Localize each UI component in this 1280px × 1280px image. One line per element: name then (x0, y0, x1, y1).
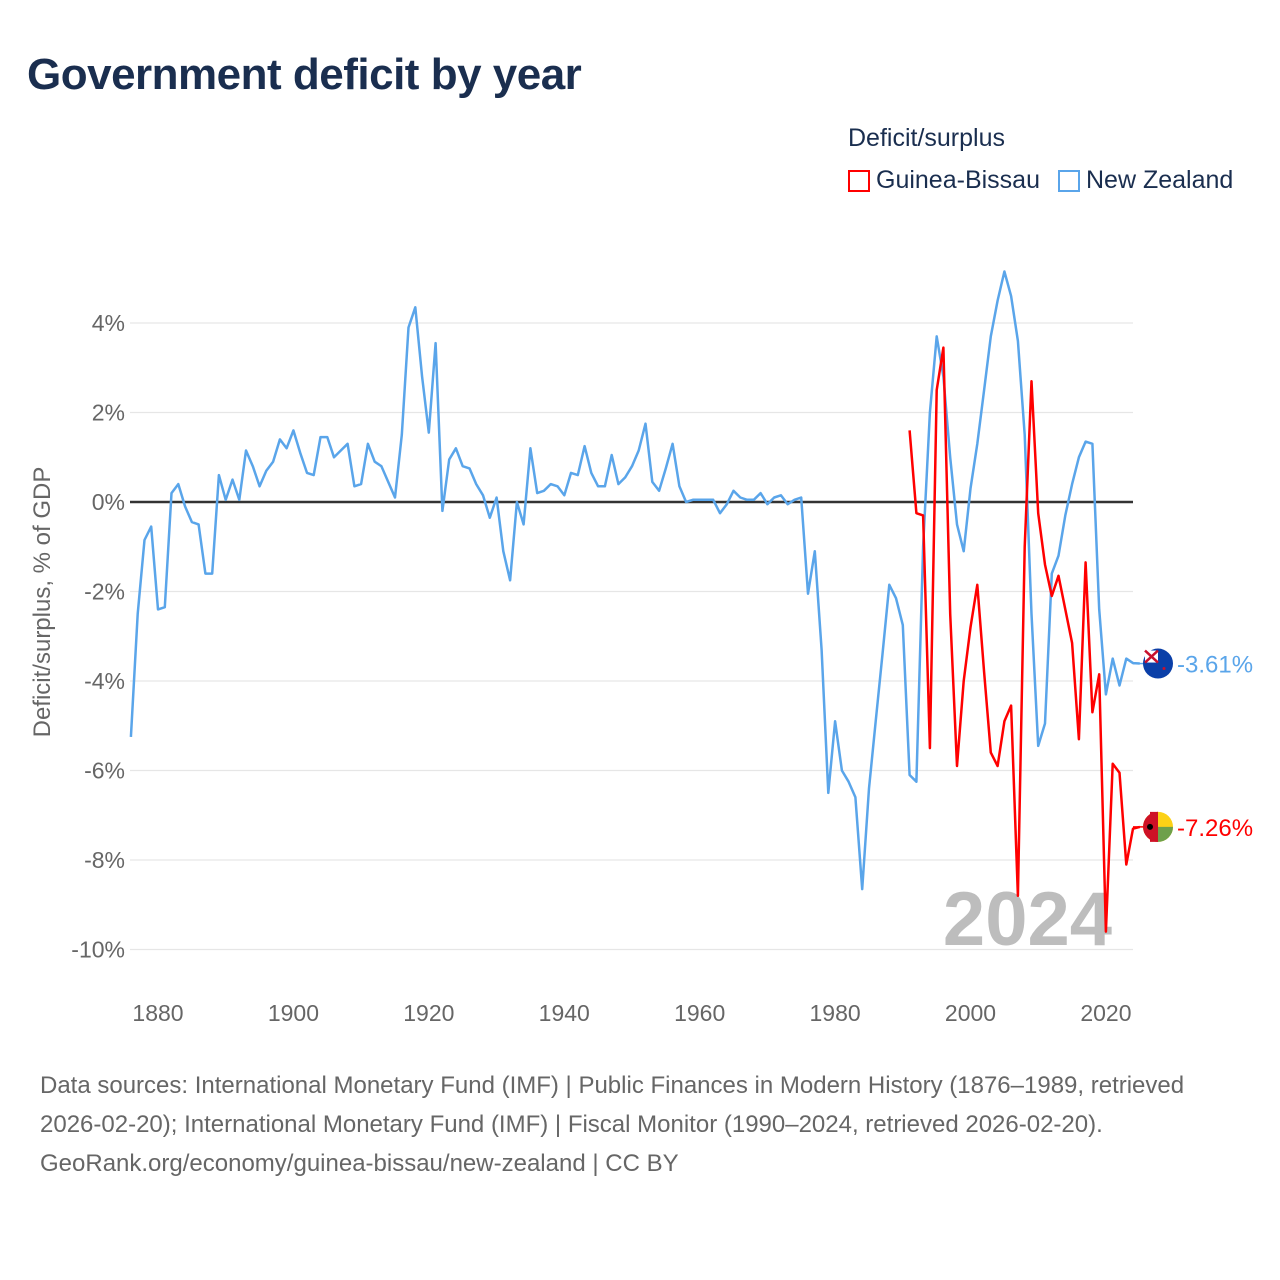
y-tick-label: -4% (84, 668, 125, 694)
x-tick-label: 1940 (539, 1000, 590, 1026)
new-zealand-flag-icon (1143, 648, 1173, 679)
y-tick-label: -6% (84, 758, 125, 784)
footer: Data sources: International Monetary Fun… (40, 1066, 1240, 1183)
legend-label: Guinea-Bissau (876, 166, 1040, 194)
x-tick-label: 1920 (403, 1000, 454, 1026)
legend: Guinea-Bissau New Zealand (848, 166, 1233, 195)
x-tick-label: 2000 (945, 1000, 996, 1026)
x-tick-label: 1880 (132, 1000, 183, 1026)
end-value-label: -3.61% (1177, 652, 1253, 679)
x-tick-label: 1960 (674, 1000, 725, 1026)
year-watermark: 2024 (943, 877, 1112, 962)
y-tick-label: 2% (92, 400, 125, 426)
y-tick-label: 0% (92, 489, 125, 515)
x-tick-label: 2020 (1080, 1000, 1131, 1026)
y-tick-label: -2% (84, 579, 125, 605)
y-axis-label: Deficit/surplus, % of GDP (29, 467, 56, 738)
data-sources: Data sources: International Monetary Fun… (40, 1072, 1185, 1138)
page-title: Government deficit by year (27, 50, 582, 99)
series-line-new-zealand (129, 270, 1140, 891)
legend-item-guinea-bissau[interactable]: Guinea-Bissau (848, 166, 1040, 195)
legend-swatch (848, 169, 870, 192)
attribution-link[interactable]: GeoRank.org/economy/guinea-bissau/new-ze… (40, 1150, 679, 1177)
y-tick-label: 4% (92, 310, 125, 336)
x-tick-label: 1980 (810, 1000, 861, 1026)
end-value-label: -7.26% (1177, 815, 1253, 842)
legend-item-new-zealand[interactable]: New Zealand (1057, 166, 1234, 195)
legend-title: Deficit/surplus (848, 124, 1005, 152)
x-tick-label: 1900 (268, 1000, 319, 1026)
legend-label: New Zealand (1085, 166, 1234, 194)
y-tick-label: -8% (84, 847, 125, 873)
guinea-bissau-flag-icon (1143, 811, 1174, 842)
series-line-guinea-bissau (908, 346, 1141, 933)
y-tick-label: -10% (71, 937, 125, 963)
legend-swatch (1057, 169, 1080, 192)
